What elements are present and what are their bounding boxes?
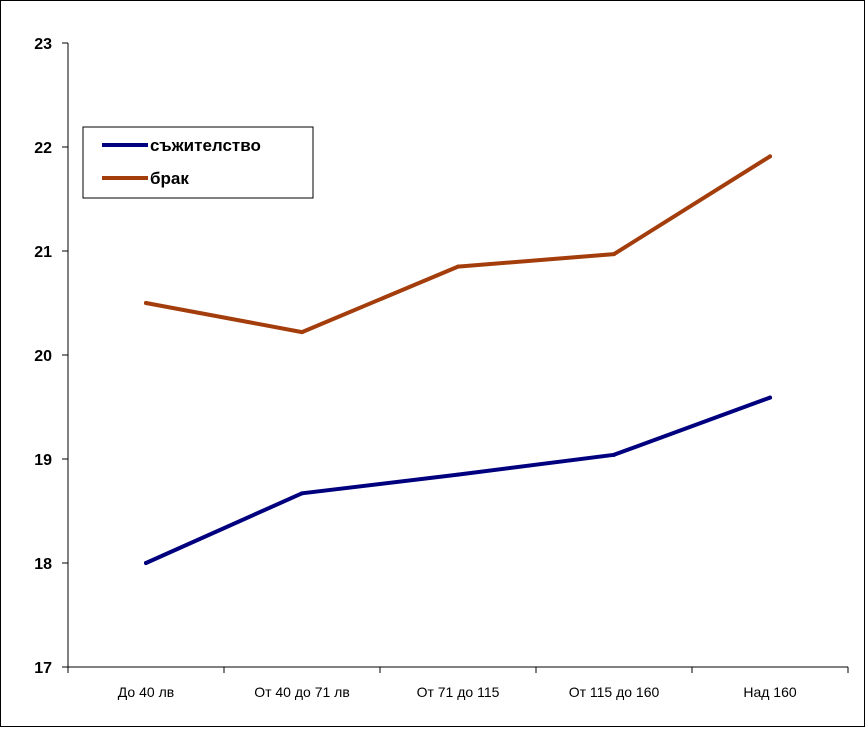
legend-label: брак <box>150 169 189 188</box>
legend: съжителство брак <box>82 126 314 199</box>
y-tick-label: 19 <box>34 452 52 469</box>
y-tick-label: 23 <box>34 36 52 53</box>
x-tick-label: От 115 до 160 <box>569 684 660 700</box>
y-tick-label: 18 <box>34 556 52 573</box>
data-point <box>300 330 304 335</box>
data-point <box>300 491 304 496</box>
legend-box <box>82 126 314 199</box>
series-line-0 <box>144 395 772 565</box>
series-lines <box>144 154 772 565</box>
data-point <box>456 472 460 477</box>
data-point <box>456 264 460 269</box>
data-point <box>612 452 616 457</box>
axes <box>62 42 849 673</box>
legend-label: съжителство <box>150 136 261 155</box>
x-tick-label: Над 160 <box>743 684 797 700</box>
y-tick-label: 21 <box>34 244 52 261</box>
x-tick-label: От 71 до 115 <box>417 684 500 700</box>
x-tick-labels: До 40 лв От 40 до 71 лв От 71 до 115 От 115… <box>118 684 797 700</box>
data-point <box>768 395 772 400</box>
data-point <box>144 301 148 305</box>
y-tick-labels: 17 18 19 20 21 22 23 <box>34 36 52 677</box>
y-tick-label: 17 <box>34 660 52 677</box>
x-tick-label: От 40 до 71 лв <box>254 684 350 700</box>
y-tick-label: 22 <box>34 140 52 157</box>
data-point <box>612 252 616 257</box>
data-point <box>144 561 148 565</box>
y-tick-label: 20 <box>34 348 52 365</box>
data-point <box>768 154 772 159</box>
x-tick-label: До 40 лв <box>118 684 174 700</box>
